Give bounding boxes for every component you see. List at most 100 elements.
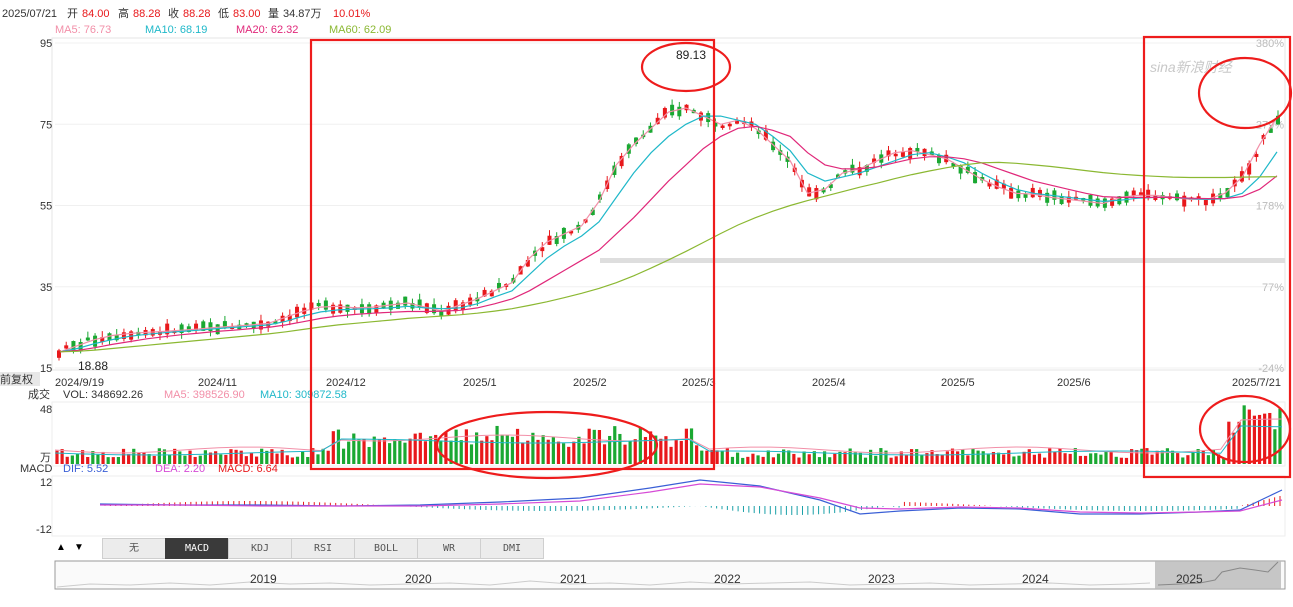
macd-dif: DIF: 5.52	[63, 463, 108, 475]
volume-axis-top: 48	[40, 404, 52, 416]
volume-bar	[874, 455, 878, 464]
volume-bar	[229, 449, 233, 464]
volume-bar	[787, 450, 791, 464]
volume-bar	[173, 448, 177, 464]
volume-bar	[500, 434, 504, 464]
volume-bar	[1032, 454, 1036, 464]
candlesticks	[57, 99, 1280, 361]
volume-bar	[311, 448, 315, 464]
candle-body	[439, 310, 444, 316]
tab-kdj[interactable]: KDJ	[228, 538, 292, 559]
highlight-ellipse-right-top	[1197, 56, 1293, 130]
highlight-box-left	[309, 38, 716, 471]
x-tick-label: 2024/9/19	[55, 377, 104, 389]
candle-body	[1276, 115, 1280, 125]
macd-dea: DEA: 2.20	[155, 463, 205, 475]
volume-bar	[285, 455, 289, 464]
candle-body	[706, 113, 711, 123]
volume-ma5: MA5: 398526.90	[164, 389, 245, 401]
volume-bar	[648, 431, 653, 464]
volume-bar	[710, 450, 714, 464]
volume-bar	[423, 441, 428, 464]
candle-body	[482, 289, 487, 297]
candle-body	[287, 314, 292, 322]
y-tick-label: 35	[40, 282, 52, 294]
volume-bar	[398, 440, 402, 464]
candle-body	[1138, 192, 1143, 196]
navigator-selection[interactable]	[1155, 561, 1281, 589]
candle-body	[785, 156, 790, 162]
candle-body	[634, 137, 639, 145]
volume-bar	[884, 450, 888, 464]
tab-wr[interactable]: WR	[417, 538, 481, 559]
volume-bar	[782, 449, 786, 464]
candle-body	[857, 167, 862, 176]
candle-body	[569, 230, 574, 234]
candle-body	[1203, 198, 1208, 206]
volume-bar	[480, 440, 484, 464]
tab-macd[interactable]: MACD	[165, 538, 229, 559]
volume-bar	[587, 428, 591, 464]
volume-bar	[91, 451, 95, 464]
volume-bar	[930, 450, 934, 464]
tab-dmi[interactable]: DMI	[480, 538, 544, 559]
macd-plot-area	[51, 475, 1286, 537]
candle-body	[994, 179, 999, 189]
highlight-ellipse-right-volume	[1198, 394, 1292, 464]
candle-body	[915, 147, 920, 152]
volume-bar	[1053, 452, 1057, 464]
volume-bar	[1027, 449, 1031, 464]
volume-bar	[1257, 414, 1262, 464]
volume-bar	[1206, 455, 1210, 464]
volume-bar	[976, 450, 980, 464]
volume-bar	[505, 435, 509, 464]
candle-body	[886, 150, 891, 157]
candle-body	[893, 153, 898, 157]
scroll-down-button[interactable]: ▼	[70, 538, 88, 557]
candle-body	[1247, 163, 1252, 175]
candle-body	[814, 188, 819, 200]
candle-body	[735, 120, 740, 124]
candle-body	[965, 166, 970, 173]
volume-bar	[1155, 450, 1159, 464]
volume-bar	[295, 456, 300, 464]
volume-bar	[326, 450, 330, 464]
volume-bar	[899, 451, 903, 464]
candle-body	[677, 106, 682, 117]
volume-bar	[178, 451, 182, 464]
candle-body	[778, 150, 783, 155]
x-tick-label: 2024/11	[198, 377, 237, 389]
candle-body	[1131, 190, 1136, 196]
candle-body	[453, 300, 458, 312]
volume-bar	[1135, 450, 1139, 464]
volume-bar	[817, 457, 822, 464]
candle-body	[179, 324, 184, 334]
side-label-box	[0, 372, 40, 386]
candle-body	[973, 172, 978, 184]
volume-bar	[1094, 453, 1098, 464]
volume-bar	[735, 452, 740, 464]
tab-boll[interactable]: BOLL	[354, 538, 418, 559]
volume-bar	[1089, 453, 1093, 464]
candle-body	[1261, 134, 1266, 140]
volume-bar	[495, 425, 499, 464]
ma5-legend: MA5: 76.73	[55, 24, 111, 36]
volume-bar	[444, 431, 448, 464]
scroll-up-button[interactable]: ▲	[52, 538, 70, 557]
volume-bar	[301, 451, 305, 464]
candle-body	[352, 307, 357, 310]
volume-bar	[1186, 455, 1190, 464]
volume-bar	[157, 448, 161, 464]
indicator-tabs: ▲ ▼ 无 MACD KDJ RSI BOLL WR DMI	[52, 538, 544, 559]
candle-body	[936, 155, 941, 164]
x-tick-label: 2024/12	[326, 377, 366, 389]
candle-body	[807, 187, 812, 197]
volume-bar	[674, 440, 678, 464]
candle-body	[1232, 179, 1237, 187]
tab-rsi[interactable]: RSI	[291, 538, 355, 559]
tab-none[interactable]: 无	[102, 538, 166, 559]
volume-bar	[679, 440, 683, 464]
volume-bar	[219, 454, 223, 464]
volume-bar	[1242, 405, 1246, 464]
volume-bar	[1145, 448, 1149, 464]
